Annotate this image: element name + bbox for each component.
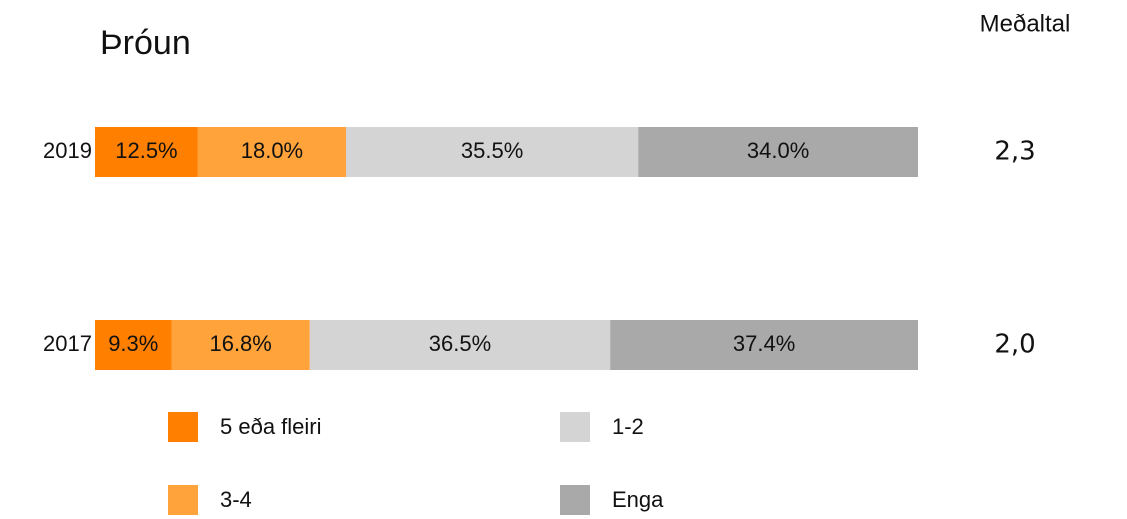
value-label: 36.5% — [429, 331, 491, 356]
legend-swatch — [560, 485, 590, 515]
legend-label: 5 eða fleiri — [220, 414, 322, 439]
value-label: 16.8% — [209, 331, 271, 356]
legend-label: Enga — [612, 487, 664, 512]
average-title: Meðaltal — [980, 10, 1071, 37]
value-label: 18.0% — [241, 138, 303, 163]
value-label: 37.4% — [733, 331, 795, 356]
chart-title: Þróun — [100, 24, 191, 62]
bar-segment — [346, 127, 639, 177]
bar-segment — [171, 320, 310, 370]
bar-segment — [95, 127, 198, 177]
average-label: 2,3 — [994, 137, 1035, 167]
bar-segment — [610, 320, 918, 370]
value-label: 9.3% — [108, 331, 158, 356]
legend-label: 3-4 — [220, 487, 252, 512]
bar-segment — [638, 127, 918, 177]
value-label: 12.5% — [115, 138, 177, 163]
value-label: 35.5% — [461, 138, 523, 163]
legend-swatch — [560, 412, 590, 442]
average-label: 2,0 — [994, 330, 1035, 360]
legend-swatch — [168, 485, 198, 515]
legend-swatch — [168, 412, 198, 442]
bar-segment — [309, 320, 611, 370]
value-label: 34.0% — [747, 138, 809, 163]
bar-segment — [197, 127, 347, 177]
legend-label: 1-2 — [612, 414, 644, 439]
bar-segment — [95, 320, 172, 370]
category-label: 2017 — [43, 331, 92, 356]
category-label: 2019 — [43, 138, 92, 163]
